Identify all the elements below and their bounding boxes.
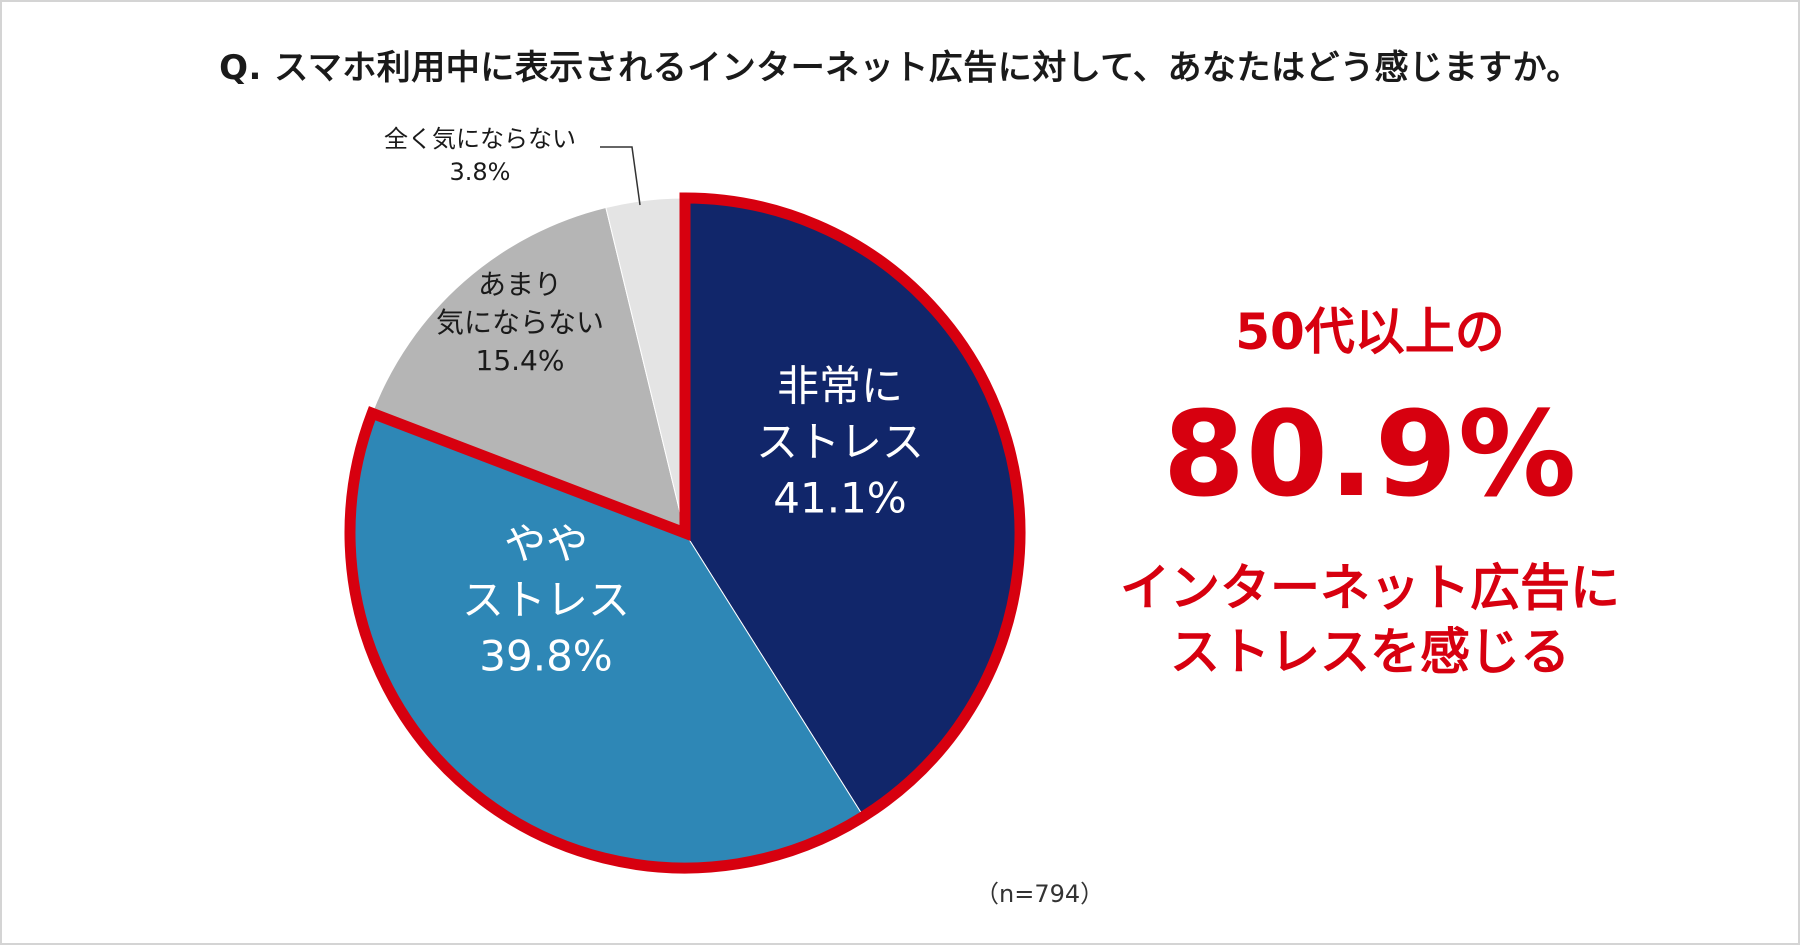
slice-label-3: 全く気にならない bbox=[384, 125, 576, 153]
slice-label-2: 気にならない bbox=[436, 306, 604, 339]
slice-value-label-2: 15.4% bbox=[476, 344, 565, 377]
slice-value-label-0: 41.1% bbox=[773, 474, 906, 523]
slice-label-2: あまり bbox=[478, 268, 562, 301]
leader-line bbox=[600, 146, 641, 206]
slice-label-1: やや bbox=[504, 520, 588, 569]
chart-title: Q. スマホ利用中に表示されるインターネット広告に対して、あなたはどう感じますか… bbox=[219, 48, 1581, 88]
pie-slice-2 bbox=[371, 206, 686, 534]
callout-line-2: ストレスを感じる bbox=[1170, 623, 1570, 681]
sample-size-note: （n=794） bbox=[975, 880, 1105, 908]
slice-label-1: ストレス bbox=[462, 576, 630, 625]
slice-value-label-3: 3.8% bbox=[450, 158, 511, 186]
callout-prefix: 50代以上の bbox=[1235, 303, 1505, 361]
slice-label-0: 非常に bbox=[777, 362, 903, 411]
slice-label-0: ストレス bbox=[756, 418, 924, 467]
highlight-outline bbox=[344, 192, 1026, 874]
callout-value: 80.9% bbox=[1162, 385, 1578, 523]
callout-line-1: インターネット広告に bbox=[1120, 559, 1620, 617]
slice-value-label-1: 39.8% bbox=[479, 632, 612, 681]
